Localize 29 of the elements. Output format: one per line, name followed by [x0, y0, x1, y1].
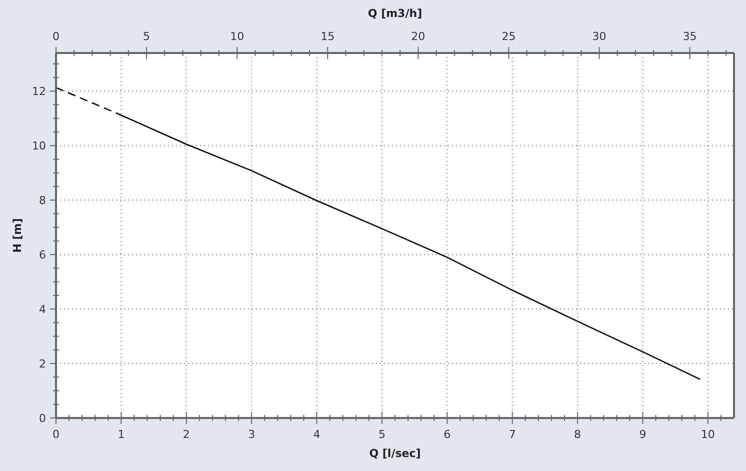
y-tick-label: 12 — [32, 84, 46, 98]
y-tick-label: 8 — [39, 194, 46, 207]
x-tick-label: 6 — [444, 428, 451, 441]
x-tick-label: 10 — [700, 428, 715, 441]
x-tick-label: 4 — [313, 428, 320, 441]
x2-tick-label: 15 — [320, 30, 335, 43]
x-tick-label: 0 — [52, 428, 60, 441]
x-tick-label: 2 — [182, 428, 190, 441]
y-tick-label: 0 — [39, 412, 46, 425]
x2-tick-label: 25 — [502, 30, 516, 43]
x-tick-label: 9 — [639, 428, 646, 441]
x2-tick-label: 35 — [682, 30, 697, 43]
x-axis-title: Q [l/sec] — [369, 447, 421, 460]
y-tick-label: 6 — [39, 248, 46, 262]
y-tick-label: 10 — [32, 139, 46, 152]
x2-tick-label: 30 — [592, 30, 606, 43]
x-tick-label: 1 — [118, 428, 125, 441]
x2-tick-label: 20 — [411, 30, 426, 43]
y-tick-label: 2 — [39, 357, 46, 370]
x2-axis-title: Q [m3/h] — [368, 7, 422, 20]
x-tick-label: 8 — [574, 428, 582, 441]
x2-tick-label: 0 — [52, 30, 60, 43]
x2-tick-label: 10 — [230, 30, 244, 43]
y-axis-title: H [m] — [11, 218, 24, 253]
x2-tick-label: 5 — [143, 30, 150, 43]
x-tick-label: 5 — [378, 428, 386, 441]
x-tick-label: 7 — [508, 428, 516, 441]
y-tick-label: 4 — [39, 302, 46, 316]
x-tick-label: 3 — [248, 428, 256, 441]
